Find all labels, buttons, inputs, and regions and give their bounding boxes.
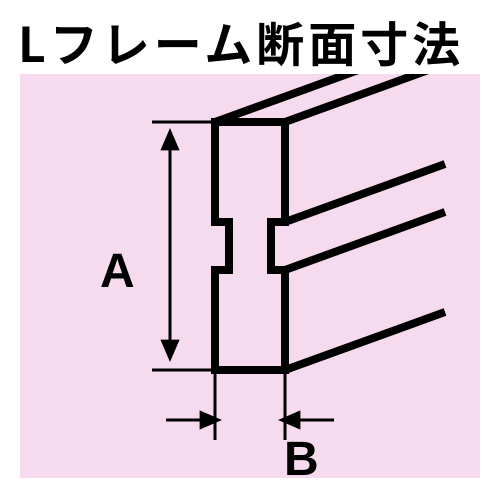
title: Lフレーム断面寸法 [18,6,464,76]
dimension-label-b: B [284,432,319,487]
figure: Lフレーム断面寸法 A B [0,0,500,500]
dimension-label-a: A [100,244,135,299]
